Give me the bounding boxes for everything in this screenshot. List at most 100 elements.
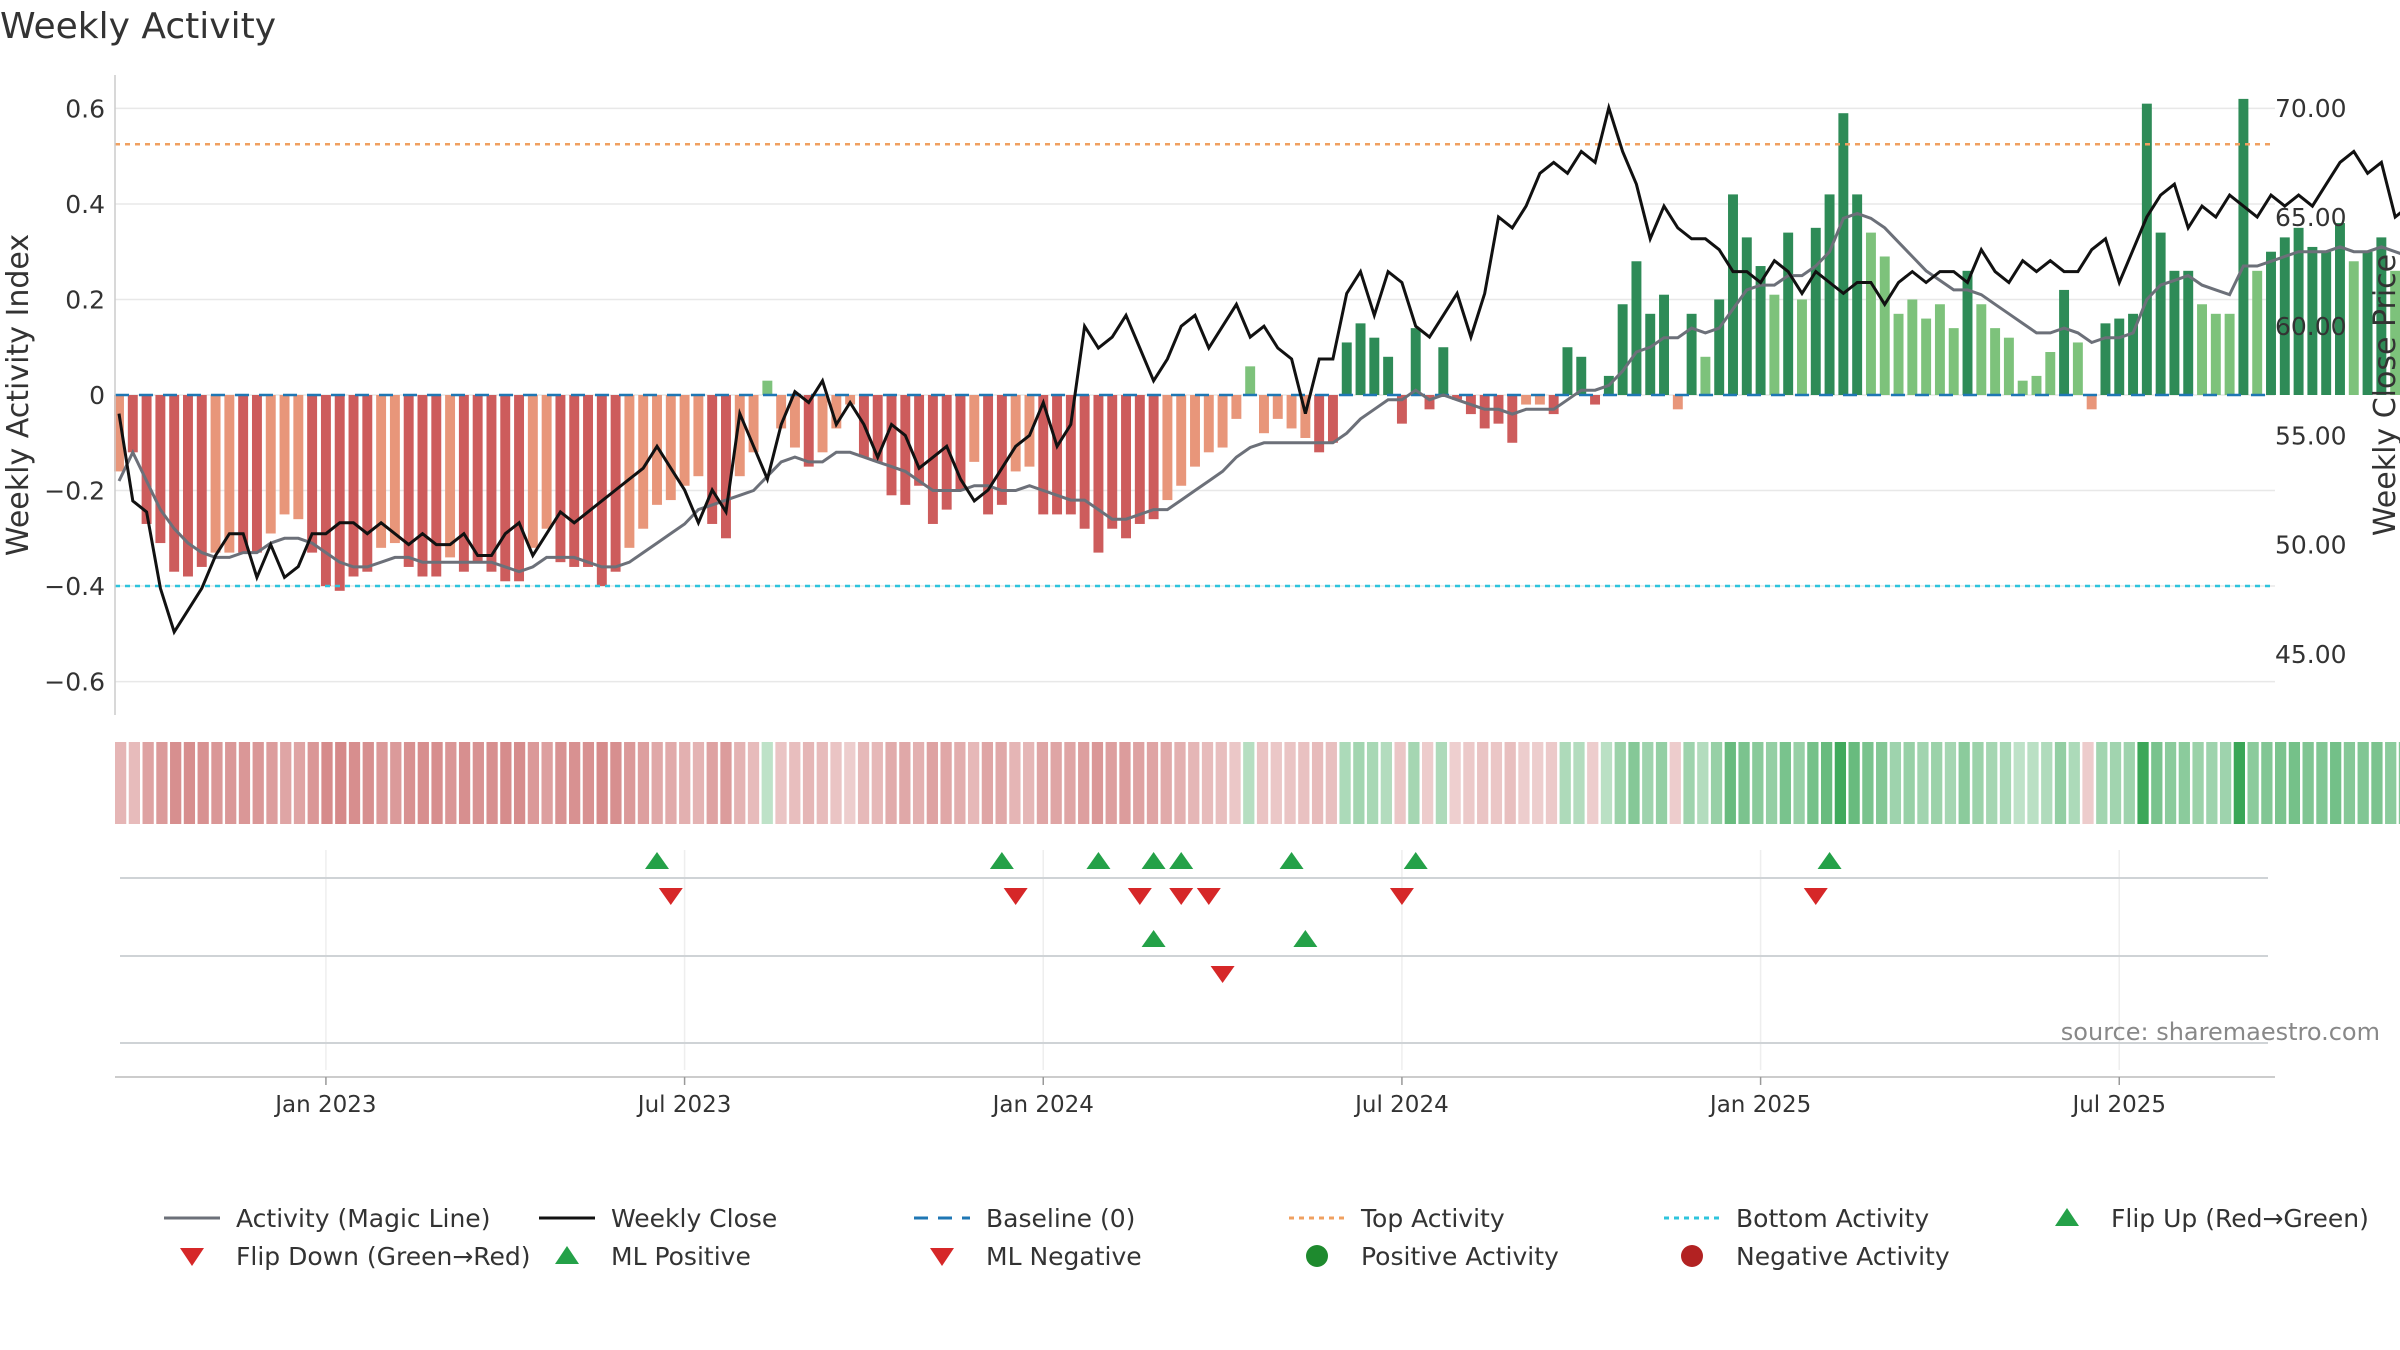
legend-item: Flip Up (Red→Green) (2035, 1200, 2369, 1236)
activity-bar (541, 395, 552, 529)
circle-legend-icon (1681, 1245, 1703, 1267)
left-tick-label: −0.6 (44, 668, 105, 697)
heat-cell (527, 742, 539, 824)
heat-cell (280, 742, 292, 824)
heat-cell (2219, 742, 2232, 824)
heat-cell (569, 742, 581, 824)
activity-bar (445, 395, 456, 558)
heat-cell (1917, 742, 1929, 824)
activity-bar (376, 395, 387, 548)
left-tick-label: 0.2 (65, 285, 105, 314)
activity-bar (114, 395, 124, 472)
signal-up-marker (1141, 852, 1166, 869)
activity-bar (238, 395, 249, 553)
activity-bar (1934, 304, 1945, 395)
heat-cell (486, 742, 498, 824)
legend-item: ML Positive (535, 1238, 751, 1274)
x-tick-label: Jul 2024 (1353, 1092, 1449, 1118)
heat-cell (2137, 742, 2149, 824)
heat-cell (1394, 742, 1406, 824)
activity-bar (251, 395, 262, 553)
activity-bar (514, 395, 525, 582)
heat-cell (1876, 742, 1888, 824)
activity-bar (224, 395, 235, 553)
activity-bar (1438, 347, 1449, 395)
signal-down-marker (1196, 888, 1221, 905)
heat-cell (1298, 742, 1310, 824)
heat-cell (1573, 742, 1585, 824)
activity-bar (1645, 313, 1656, 395)
heat-cell (1311, 742, 1324, 824)
legend-item: Flip Down (Green→Red) (160, 1238, 531, 1274)
activity-bar (403, 395, 414, 567)
heat-cell (2164, 742, 2177, 824)
x-tick-label: Jan 2025 (1708, 1092, 1811, 1118)
heat-cell (610, 742, 622, 824)
heat-cell (1463, 742, 1475, 824)
activity-bar (1327, 395, 1338, 443)
activity-bar (1921, 318, 1932, 395)
dash-legend-icon (914, 1216, 970, 1220)
heat-cell (830, 742, 842, 824)
chart-title: Weekly Activity (0, 6, 276, 47)
signal-up-marker (1403, 852, 1428, 869)
legend-label: ML Negative (986, 1241, 1142, 1271)
activity-bar (2114, 318, 2125, 395)
heat-cell (362, 742, 374, 824)
activity-bar (1728, 194, 1738, 395)
activity-bar (1576, 356, 1587, 395)
activity-bar (1410, 328, 1421, 395)
left-tick-label: 0 (89, 381, 105, 410)
activity-bars (114, 98, 2400, 591)
heat-cell (582, 742, 595, 824)
activity-bar (1990, 328, 2001, 395)
heat-cell (1710, 742, 1723, 824)
activity-bar (969, 395, 980, 462)
legend-label: Baseline (0) (986, 1203, 1136, 1233)
legend-label: Bottom Activity (1736, 1203, 1930, 1233)
activity-bar (265, 395, 276, 534)
heat-cell (1229, 742, 1241, 824)
activity-bar (2128, 313, 2139, 395)
heat-cell (912, 742, 925, 824)
heat-strip (115, 742, 2400, 824)
activity-bar (1231, 395, 1242, 419)
heat-cell (142, 742, 154, 824)
signal-down-marker (1003, 888, 1028, 905)
activity-bar (1617, 304, 1628, 395)
heat-cell (1545, 742, 1558, 824)
legend-label: ML Positive (611, 1241, 751, 1271)
activity-bar (555, 395, 566, 563)
source-credit: source: sharemaestro.com (2061, 1018, 2380, 1046)
weekly-activity-chart: Weekly Activity 0.6 0.4 0.2 0 −0.2 −0.4 −0.6 70… (0, 6, 2400, 1118)
activity-bar (2224, 313, 2235, 395)
heat-cell (1862, 742, 1874, 824)
heat-cell (1146, 742, 1159, 824)
left-tick-label: 0.6 (65, 94, 105, 123)
activity-bar (1038, 395, 1049, 515)
left-tick-label: 0.4 (65, 190, 105, 219)
heat-cell (1256, 742, 1269, 824)
activity-bar (486, 395, 497, 572)
activity-bar (2321, 251, 2332, 395)
activity-bar (721, 395, 731, 539)
activity-bar (734, 395, 745, 477)
axes: 0.6 0.4 0.2 0 −0.2 −0.4 −0.6 70.00 65.00 60.00 55.… (44, 75, 2347, 715)
heat-cell (335, 742, 347, 824)
heat-cell (651, 742, 663, 824)
activity-bar (2086, 395, 2097, 410)
right-tick-label: 45.00 (2275, 640, 2347, 669)
heat-cell (2192, 742, 2204, 824)
activity-bar (1121, 395, 1131, 539)
left-tick-label: −0.4 (44, 572, 105, 601)
signal-down-marker (1803, 888, 1828, 905)
activity-bar (1700, 356, 1711, 395)
heat-cell (1477, 742, 1489, 824)
dot-line-legend-icon (1289, 1216, 1345, 1220)
activity-bar (776, 395, 787, 429)
activity-bar (1383, 356, 1394, 395)
circle-legend-icon (1306, 1245, 1328, 1267)
heat-cell (789, 742, 801, 824)
activity-bar (1176, 395, 1187, 486)
activity-bar (1769, 294, 1780, 395)
